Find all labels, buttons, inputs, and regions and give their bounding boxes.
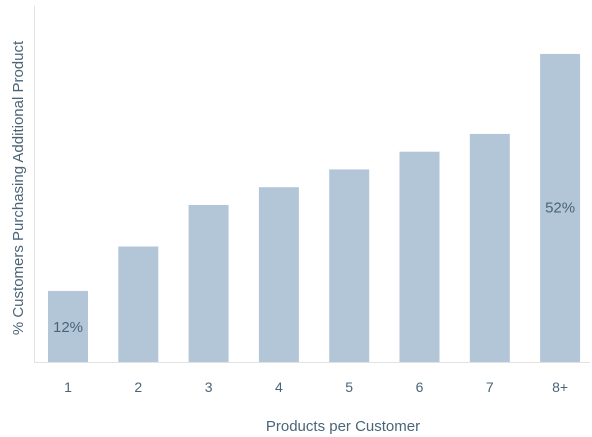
x-tick-label: 8+ [552,379,568,395]
bar-5 [329,169,370,362]
x-tick-label: 4 [275,379,283,395]
bars-group [48,53,581,363]
bar-7 [469,133,510,362]
x-axis-title: Products per Customer [266,418,420,435]
x-tick-label: 7 [486,379,494,395]
x-tick-label: 1 [64,379,72,395]
data-label: 52% [545,200,575,217]
bar-3 [188,205,229,362]
data-labels: 12% 52% [53,200,575,336]
bar-6 [399,151,440,362]
x-tick-label: 3 [205,379,213,395]
x-tick-label: 5 [345,379,353,395]
bar-8+ [540,53,581,363]
x-tick-label: 2 [134,379,142,395]
y-axis-title: % Customers Purchasing Additional Produc… [10,40,27,335]
x-tick-labels: 1 2 3 4 5 6 7 8+ [64,379,568,395]
bar-1 [48,290,88,362]
x-tick-label: 6 [416,379,424,395]
bar-2 [118,246,159,362]
bar-4 [258,187,299,362]
data-label: 12% [53,319,83,336]
